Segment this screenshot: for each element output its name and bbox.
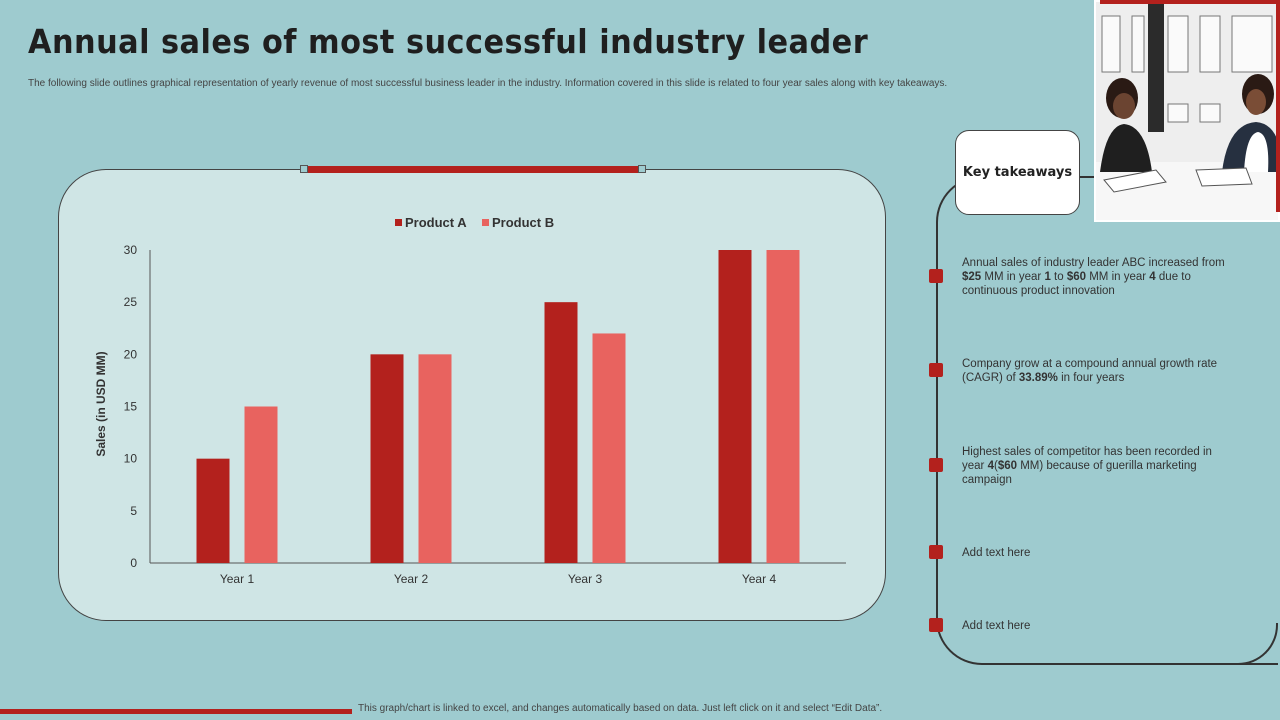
x-tick-label: Year 1 <box>220 572 255 586</box>
y-tick-label: 10 <box>124 452 138 466</box>
legend-swatch <box>482 219 489 226</box>
x-tick-label: Year 4 <box>742 572 777 586</box>
bar-product-b-year-2[interactable] <box>418 354 452 563</box>
footer-note: This graph/chart is linked to excel, and… <box>358 703 883 714</box>
bar-product-a-year-2[interactable] <box>370 354 404 563</box>
x-tick-label: Year 3 <box>568 572 603 586</box>
takeaway-bullet-5 <box>929 618 943 632</box>
bar-product-b-year-3[interactable] <box>592 333 626 563</box>
bar-product-b-year-4[interactable] <box>766 250 800 563</box>
x-axis: Year 1 Year 2 Year 3 Year 4 <box>150 562 846 586</box>
bar-knob-left <box>300 165 308 173</box>
footer-bar <box>0 709 352 714</box>
y-tick-label: 15 <box>124 400 138 414</box>
chart-legend: Product A Product B <box>395 215 554 230</box>
y-tick-label: 20 <box>124 347 138 361</box>
takeaway-bullet-4 <box>929 545 943 559</box>
photo-accent-right <box>1276 0 1280 212</box>
meeting-photo <box>1094 0 1280 222</box>
takeaway-bullet-3 <box>929 458 943 472</box>
y-axis-label: Sales (in USD MM) <box>94 351 108 456</box>
takeaway-item-1: Annual sales of industry leader ABC incr… <box>962 257 1225 297</box>
y-tick-label: 0 <box>130 556 137 570</box>
bar-product-a-year-4[interactable] <box>718 250 752 563</box>
page-subtitle: The following slide outlines graphical r… <box>28 78 948 89</box>
bar-knob-right <box>638 165 646 173</box>
takeaway-item-2: Company grow at a compound annual growth… <box>962 358 1218 384</box>
y-tick-label: 5 <box>130 504 137 518</box>
takeaway-item-5[interactable]: Add text here <box>962 620 1031 632</box>
y-tick-label: 25 <box>124 295 138 309</box>
takeaway-item-4[interactable]: Add text here <box>962 547 1031 559</box>
takeaways-panel <box>936 176 1278 665</box>
legend-label: Product A <box>405 215 467 230</box>
key-takeaways-heading: Key takeaways <box>955 130 1080 215</box>
legend-swatch <box>395 219 402 226</box>
y-axis: 0 5 10 15 20 25 30 <box>124 243 151 570</box>
y-tick-label: 30 <box>124 243 138 257</box>
panel-top-bar <box>300 165 646 173</box>
takeaway-bullet-2 <box>929 363 943 377</box>
x-tick-label: Year 2 <box>394 572 429 586</box>
page-title: Annual sales of most successful industry… <box>28 22 869 61</box>
takeaway-item-3: Highest sales of competitor has been rec… <box>962 446 1212 486</box>
bar-product-b-year-1[interactable] <box>244 406 278 564</box>
photo-accent-top <box>1100 0 1280 4</box>
bar-product-a-year-1[interactable] <box>196 458 230 563</box>
bars-group <box>196 250 800 564</box>
bar-product-a-year-3[interactable] <box>544 302 578 563</box>
takeaway-bullet-1 <box>929 269 943 283</box>
legend-label: Product B <box>492 215 554 230</box>
